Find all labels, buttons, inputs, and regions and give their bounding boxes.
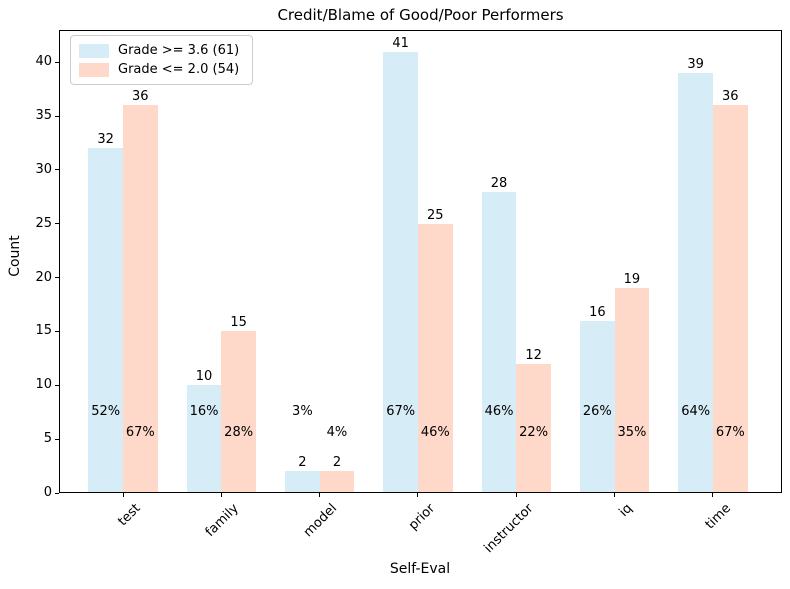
legend-swatch-series-2 [79,62,109,77]
bar-iq-series-2 [614,288,650,493]
y-tick-mark [55,223,59,225]
bar-pct-label-family-series-1: 16% [189,404,219,419]
bar-iq-series-1 [580,320,615,493]
y-tick-label: 15 [35,323,52,339]
y-tick-mark [55,492,59,494]
bar-count-label-iq-series-1: 16 [589,304,606,320]
bar-pct-label-model-series-2: 4% [326,425,348,440]
x-tick-label-test: test [115,501,144,530]
bar-family-series-2 [221,331,256,493]
bar-model-series-1 [285,471,320,493]
y-tick-mark [55,384,59,386]
legend-swatch-series-1 [79,43,109,58]
bar-count-label-test-series-2: 36 [132,89,149,105]
bar-pct-label-model-series-1: 3% [292,404,313,419]
x-tick-mark [417,493,419,497]
bar-pct-label-iq-series-2: 35% [617,425,647,440]
y-tick-label: 10 [35,377,52,393]
legend-item-series-2: Grade <= 2.0 (54) [79,61,244,78]
bar-model-series-2 [319,471,355,493]
bar-pct-label-instructor-series-2: 22% [519,425,549,440]
y-tick-mark [55,277,59,279]
bar-pct-label-test-series-1: 52% [91,404,121,419]
legend-label-series-2: Grade <= 2.0 (54) [118,61,240,77]
bar-instructor-series-1 [481,191,517,493]
bar-pct-label-family-series-2: 28% [224,425,254,440]
y-tick-label: 40 [35,54,52,70]
x-tick-mark [220,493,222,497]
x-tick-label-time: time [702,501,734,533]
y-tick-mark [55,61,59,63]
bar-prior-series-2 [417,223,453,493]
x-tick-mark [319,493,321,497]
bar-prior-series-1 [383,51,418,493]
x-axis-label: Self-Eval [389,561,451,577]
bar-pct-label-time-series-1: 64% [681,404,711,419]
x-tick-label-prior: prior [406,501,439,534]
bar-pct-label-iq-series-1: 26% [582,404,612,419]
bar-time-series-2 [712,105,748,493]
bar-pct-label-instructor-series-1: 46% [484,404,514,419]
y-tick-label: 5 [43,431,52,447]
x-tick-mark [712,493,714,497]
bar-count-label-model-series-2: 2 [332,455,342,471]
y-tick-label: 0 [43,485,52,500]
bar-count-label-model-series-1: 2 [298,455,307,471]
bar-count-label-prior-series-1: 41 [392,35,409,51]
y-tick-label: 35 [35,108,52,124]
bar-test-series-2 [123,105,158,493]
bar-count-label-family-series-2: 15 [230,315,247,331]
bar-count-label-prior-series-2: 25 [427,207,444,223]
legend: Grade >= 3.6 (61) Grade <= 2.0 (54) [70,35,253,85]
bar-pct-label-prior-series-1: 67% [386,404,416,419]
x-tick-label-family: family [202,501,242,540]
bar-pct-label-prior-series-2: 46% [420,425,450,440]
bar-pct-label-time-series-2: 67% [715,425,745,440]
bar-test-series-1 [88,148,123,493]
y-tick-mark [55,115,59,117]
bar-count-label-instructor-series-2: 12 [525,347,542,363]
y-tick-mark [55,169,59,171]
bar-count-label-test-series-1: 32 [97,132,114,148]
bar-time-series-1 [678,73,713,493]
x-tick-mark [614,493,616,497]
bar-pct-label-test-series-2: 67% [125,425,155,440]
legend-item-series-1: Grade >= 3.6 (61) [79,42,244,59]
x-tick-mark [122,493,124,497]
chart-title: Credit/Blame of Good/Poor Performers [277,6,564,24]
bar-family-series-1 [186,385,222,493]
bar-count-label-time-series-2: 36 [721,89,739,105]
legend-label-series-1: Grade >= 3.6 (61) [118,42,240,58]
bar-count-label-instructor-series-1: 28 [490,175,508,191]
x-tick-mark [515,493,517,497]
y-tick-label: 25 [35,215,52,231]
y-tick-label: 20 [35,269,52,285]
bar-instructor-series-2 [516,363,551,493]
x-tick-label-iq: iq [616,501,636,521]
y-tick-mark [55,438,59,440]
bar-count-label-family-series-1: 10 [195,369,213,385]
bar-count-label-time-series-1: 39 [687,57,704,73]
y-tick-mark [55,330,59,332]
x-tick-label-model: model [301,501,341,541]
bar-count-label-iq-series-2: 19 [623,272,641,288]
x-tick-label-instructor: instructor [481,501,537,557]
y-tick-label: 30 [35,161,52,177]
